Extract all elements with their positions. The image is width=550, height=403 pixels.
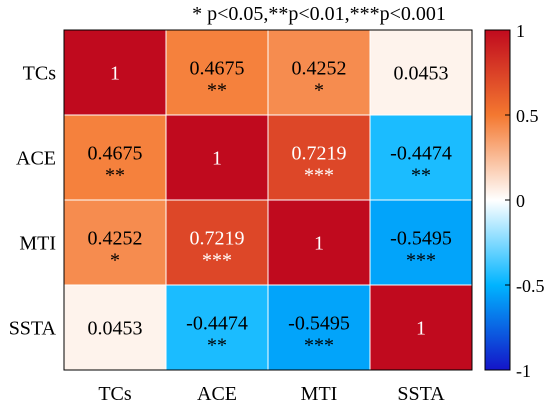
heatmap-cell-value: 0.4252 <box>88 228 143 250</box>
heatmap-cell-value: 1 <box>212 148 222 170</box>
row-label: SSTA <box>9 318 57 340</box>
heatmap-cell-value: 1 <box>314 233 324 255</box>
column-label: ACE <box>197 383 237 403</box>
heatmap-cell <box>165 199 269 286</box>
heatmap-cell <box>165 114 269 201</box>
significance-stars: * <box>314 80 324 102</box>
significance-stars: ** <box>411 165 431 187</box>
heatmap-cell <box>165 29 269 116</box>
heatmap-cell-value: 0.4675 <box>88 143 143 165</box>
column-label: MTI <box>301 383 338 403</box>
colorbar-tick-label: -1 <box>516 361 531 381</box>
column-labels: TCs ACE MTI SSTA <box>98 383 445 403</box>
row-label: TCs <box>23 63 57 85</box>
significance-stars: *** <box>304 335 334 357</box>
heatmap-cell-value: 0.4675 <box>190 58 245 80</box>
heatmap-cell <box>369 29 473 116</box>
significance-stars: ** <box>207 335 227 357</box>
significance-stars: *** <box>202 250 232 272</box>
significance-stars: ** <box>105 165 125 187</box>
heatmap-cell-value: 0.7219 <box>292 143 347 165</box>
heatmap-cell <box>267 284 371 371</box>
colorbar-tick-label: 0.5 <box>516 106 539 126</box>
column-label: SSTA <box>397 383 445 403</box>
row-label: ACE <box>16 148 56 170</box>
colorbar-tick-label: -0.5 <box>516 276 545 296</box>
heatmap-cell-value: -0.4474 <box>186 313 248 335</box>
row-labels: TCs ACE MTI SSTA <box>9 63 57 340</box>
chart-title: * p<0.05,**p<0.01,***p<0.001 <box>192 3 446 25</box>
heatmap-cell-value: 0.7219 <box>190 228 245 250</box>
heatmap-cell <box>369 199 473 286</box>
column-label: TCs <box>98 383 132 403</box>
heatmap-cell <box>63 114 167 201</box>
heatmap-cell-value: 0.0453 <box>88 318 143 340</box>
colorbar-tick-label: 1 <box>516 21 525 41</box>
colorbar-tick-label: 0 <box>516 191 525 211</box>
heatmap-cell-value: -0.4474 <box>390 143 452 165</box>
significance-stars: ** <box>207 80 227 102</box>
significance-stars: * <box>110 250 120 272</box>
significance-stars: *** <box>406 250 436 272</box>
row-label: MTI <box>19 233 56 255</box>
heatmap-cell-value: 1 <box>110 63 120 85</box>
heatmap-cell-value: -0.5495 <box>390 228 452 250</box>
heatmap-cell-value: 0.0453 <box>394 63 449 85</box>
heatmap-cell <box>63 284 167 371</box>
grid-border <box>63 29 473 371</box>
heatmap-cell <box>165 284 269 371</box>
colorbar: 1 0.5 0 -0.5 -1 <box>484 21 545 381</box>
significance-stars: *** <box>304 165 334 187</box>
heatmap-cell-value: 0.4252 <box>292 58 347 80</box>
heatmap-cell <box>369 114 473 201</box>
heatmap-cell <box>63 29 167 116</box>
heatmap-cell <box>369 284 473 371</box>
heatmap-cell-value: 1 <box>416 318 426 340</box>
heatmap-cell-value: -0.5495 <box>288 313 350 335</box>
